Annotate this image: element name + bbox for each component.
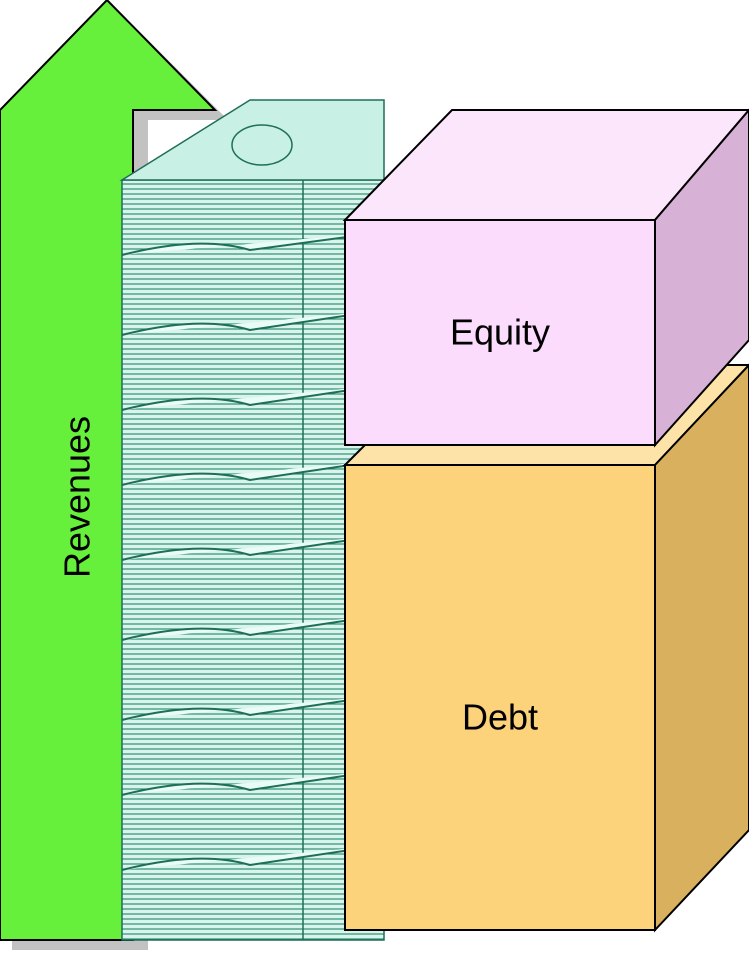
equity-label: Equity [450,312,550,353]
revenues-label: Revenues [57,416,98,578]
debt-label: Debt [462,697,538,738]
debt-block [342,363,749,933]
money-stack [119,99,385,941]
revenue-arrow [0,0,218,941]
equity-block [342,108,749,448]
